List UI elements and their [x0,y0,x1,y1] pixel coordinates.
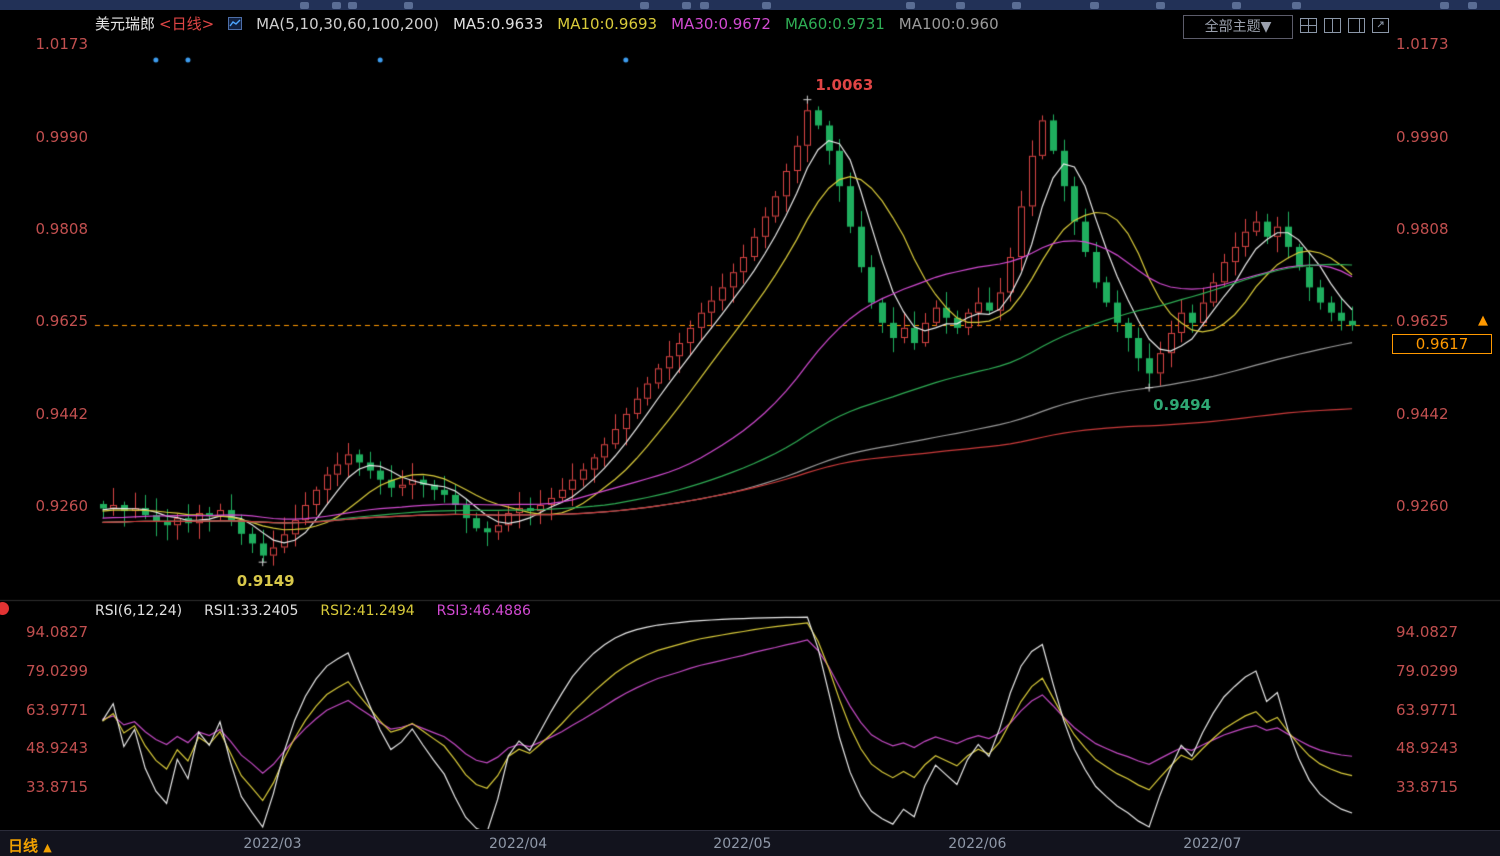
toolbar-icon[interactable] [1090,2,1099,9]
toolbar-icon[interactable] [1232,2,1241,9]
toolbar-icon[interactable] [1012,2,1021,9]
toolbar-icon[interactable] [682,2,691,9]
toolbar-icon[interactable] [906,2,915,9]
layout-controls [1300,18,1389,33]
toolbar-icon[interactable] [348,2,357,9]
toolbar-icon[interactable] [762,2,771,9]
timeframe-label: 日线 [8,837,39,855]
indicator-overlay-icon[interactable] [228,17,243,30]
ma-settings-label[interactable]: MA(5,10,30,60,100,200) [256,14,439,33]
toolbar-icon[interactable] [700,2,709,9]
layout-columns-icon[interactable] [1324,18,1341,33]
chevron-up-icon: ▲ [43,841,52,854]
toolbar-icon[interactable] [1440,2,1449,9]
layout-sidebar-icon[interactable] [1348,18,1365,33]
toolbar-icon[interactable] [1292,2,1301,9]
top-toolbar[interactable] [0,0,1500,10]
theme-selector-dropdown[interactable]: 全部主题▼ [1183,15,1293,39]
toolbar-icon[interactable] [404,2,413,9]
toolbar-icon[interactable] [640,2,649,9]
layout-grid-icon[interactable] [1300,18,1317,33]
toolbar-icon[interactable] [1156,2,1165,9]
toolbar-icon[interactable] [956,2,965,9]
timeframe-selector[interactable]: 日线 ▲ [8,835,52,856]
alert-dot[interactable] [0,602,9,615]
toolbar-icon[interactable] [332,2,341,9]
rsi-title[interactable]: RSI(6,12,24) [95,603,183,619]
toolbar-icon[interactable] [1468,2,1477,9]
layout-popout-icon[interactable] [1372,18,1389,33]
toolbar-icon[interactable] [300,2,309,9]
